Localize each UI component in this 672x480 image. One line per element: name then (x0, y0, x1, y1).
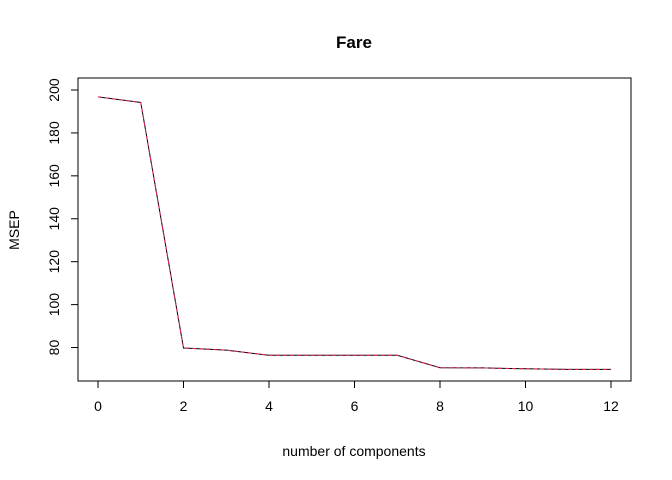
y-axis-label: MSEP (6, 210, 22, 250)
x-axis: 0 2 4 6 8 10 12 (94, 381, 619, 414)
y-tick-label: 180 (46, 121, 62, 145)
plot-frame (77, 77, 632, 382)
y-tick-label: 200 (46, 78, 62, 102)
x-tick-label: 6 (351, 398, 359, 414)
x-tick-label: 2 (180, 398, 188, 414)
series-line-1 (97, 96, 611, 370)
x-tick-label: 0 (94, 398, 102, 414)
x-tick-label: 10 (518, 398, 534, 414)
y-tick-label: 140 (46, 207, 62, 231)
y-tick-label: 120 (46, 250, 62, 274)
y-tick-label: 160 (46, 164, 62, 188)
chart-title: Fare (336, 33, 372, 52)
y-tick-label: 80 (46, 340, 62, 356)
y-tick-label: 100 (46, 293, 62, 317)
x-axis-label: number of components (282, 443, 425, 459)
series-layer (97, 96, 611, 370)
y-axis: 80 100 120 140 160 180 200 (46, 78, 78, 355)
x-tick-label: 4 (265, 398, 273, 414)
series-line-2 (97, 96, 611, 370)
x-tick-label: 12 (603, 398, 619, 414)
x-tick-label: 8 (436, 398, 444, 414)
